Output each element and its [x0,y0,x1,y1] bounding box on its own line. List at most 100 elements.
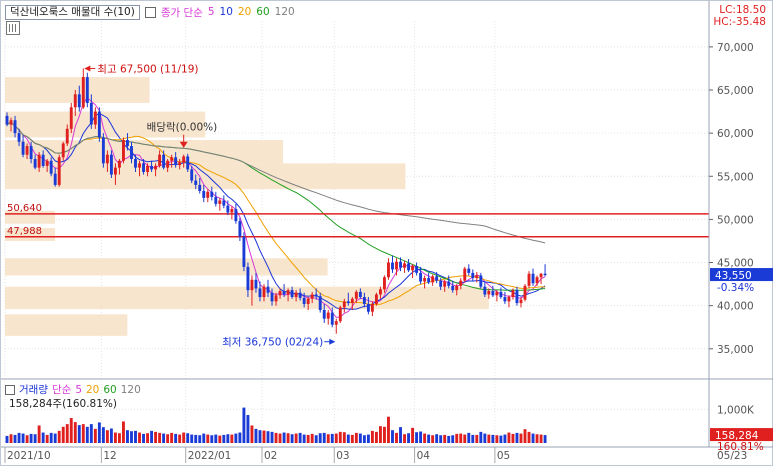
candle-body [198,184,202,191]
volume-bar [383,426,386,443]
volume-bar [539,434,543,443]
volume-bar [49,432,53,443]
candle-body [134,159,137,168]
volume-bar [69,418,73,443]
volume-bar [439,435,443,443]
volume-bar [109,428,113,443]
indicator-toggle-checkbox[interactable] [144,6,156,18]
candle-body [427,278,431,283]
volume-bar [254,428,258,443]
volume-tick-label: 1,000K [717,404,755,416]
candle-body [499,291,503,298]
candle-body [378,289,382,295]
volume-bar [270,431,274,443]
volume-bar [407,433,410,443]
candle-body [471,272,475,279]
candle-body [113,167,117,175]
volume-bar [202,433,206,443]
volume-bar [378,426,382,443]
volume-bar [246,415,250,443]
candle-body [290,290,294,298]
volume-bar [274,432,278,443]
volume-bar [467,432,471,443]
volume-bar [431,435,435,443]
price-legend: 덕산네오룩스 매물대 수(10) 종가 단순 5 10 20 60 120 [5,4,295,20]
volume-bar [314,435,318,443]
volume-bar [89,424,93,443]
volume-bar [535,434,539,443]
volume-bar [170,432,174,443]
y-tick-label: 35,000 [717,344,754,356]
candle-body [154,165,158,170]
candle-body [270,292,274,302]
x-tick-label: 2022/01 [188,450,232,462]
volume-bar [318,433,322,443]
candle-body [447,281,451,286]
volume-bar [507,432,511,443]
volume-bar [463,434,467,443]
hc-value: HC:-35.48 [713,16,766,28]
volume-bar [459,433,463,443]
candle-body [374,294,378,304]
candle-body [403,263,406,268]
current-change-label: -0.34% [717,282,754,294]
candle-body [5,115,9,125]
candle-body [519,299,523,304]
candle-body [407,263,410,271]
volume-bar [210,435,214,443]
candle-body [174,157,178,166]
volume-toggle-checkbox[interactable] [5,384,15,395]
candle-body [190,169,194,181]
volume-bar [162,433,166,443]
volume-bar [57,430,61,443]
candle-body [202,190,206,198]
candle-body [97,111,101,138]
candle-body [342,301,346,308]
volume-bar [543,435,547,443]
chart-title[interactable]: 덕산네오룩스 매물대 수(10) [5,4,140,20]
candle-body [487,291,491,295]
volume-bar [330,433,334,443]
volume-title[interactable]: 거래량 [19,384,48,396]
candle-body [459,280,463,286]
current-volume-pct-label: 160.81% [717,441,764,453]
candle-body [286,290,290,295]
volume-bar [455,433,459,443]
candle-body [511,290,515,298]
candle-body [138,163,141,168]
volume-bar [174,433,178,443]
candle-body [170,157,174,161]
volume-bar [13,434,17,443]
candle-body [33,159,37,168]
chart-settings-icon[interactable] [6,21,20,35]
y-tick-label: 50,000 [717,214,754,226]
ma-line-120 [6,121,546,244]
volume-bar [37,425,41,443]
volume-bar [475,434,479,443]
volume-bar [447,435,451,443]
x-tick-label: 04 [417,450,431,462]
candle-body [387,262,390,278]
volume-bar [154,431,158,443]
volume-bar [374,431,378,443]
candle-body [399,261,402,268]
candle-body [479,275,483,287]
candle-body [391,262,394,270]
candle-body [262,286,266,298]
candle-body [105,154,109,164]
volume-bar [262,430,266,443]
volume-bar [73,422,77,443]
candle-body [49,160,53,174]
x-tick-label: 12 [103,450,116,462]
volume-bar [198,435,202,443]
volume-bar [238,432,242,443]
candle-body [226,205,230,213]
volume-bar [190,434,194,443]
ma-legend-period-60: 60 [256,6,270,18]
candle-body [467,268,471,273]
high-arrow-icon [84,65,91,72]
y-tick-label: 70,000 [717,42,754,54]
volume-bar [130,431,133,443]
